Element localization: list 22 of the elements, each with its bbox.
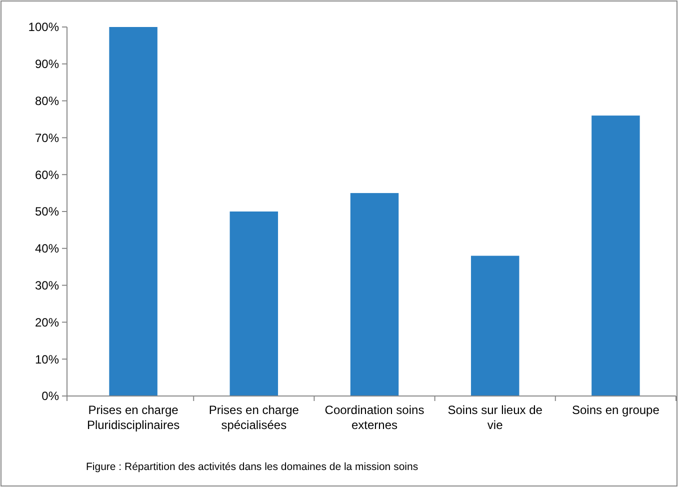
x-tick-label: Prises en charge spécialisées — [208, 403, 300, 432]
y-tick-label: 90% — [34, 57, 60, 72]
x-tick-label: Coordination soins externes — [324, 403, 424, 432]
y-tick-label: 70% — [34, 130, 60, 145]
bar — [592, 116, 640, 396]
y-tick-label: 60% — [34, 168, 60, 182]
bar — [470, 256, 520, 396]
y-tick-label: 30% — [34, 278, 60, 292]
y-tick-label: 20% — [34, 315, 60, 330]
bar — [350, 193, 399, 396]
y-tick-label: 50% — [34, 204, 60, 219]
bar — [109, 27, 158, 396]
x-tick-label: Soins sur lieux de vie — [448, 403, 543, 432]
bar — [230, 212, 278, 396]
x-tick-label: Prises en charge Pluridisciplinaires — [86, 403, 180, 432]
text: Figure : Répartition des activités dans les domaines de la mission soins — [86, 461, 418, 473]
y-tick-label: 100% — [28, 20, 60, 34]
y-tick-label: 40% — [34, 242, 60, 256]
y-tick-label: 80% — [34, 94, 60, 108]
y-tick-label: 10% — [34, 352, 60, 366]
y-tick-label: 0% — [42, 389, 60, 404]
x-tick-label: Soins en groupe — [572, 403, 660, 417]
